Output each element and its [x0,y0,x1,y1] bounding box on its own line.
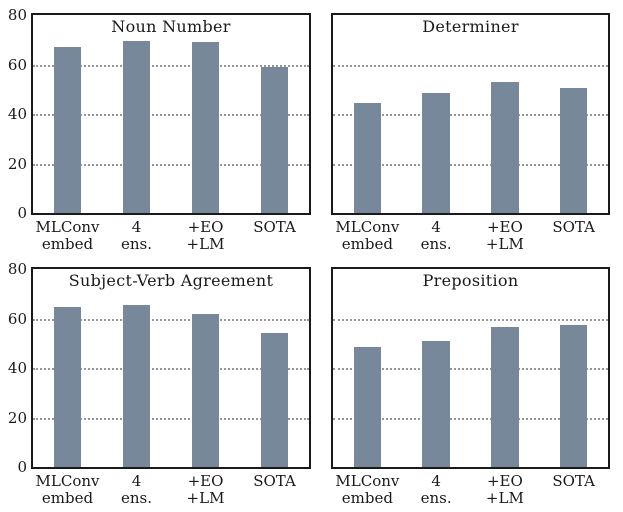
x-tick-label-sota: SOTA [253,218,296,236]
x-tick-label-mlconv-embed: MLConv embed [335,472,400,507]
bar-sota [559,88,588,213]
gridlines-layer [333,269,608,467]
x-tick-label-mlconv-embed: MLConv embed [335,218,400,253]
bars-layer [33,15,309,213]
bar-mlconv-embed [353,346,382,467]
x-tick-label-mlconv-embed: MLConv embed [35,218,100,253]
gridline-60 [33,318,309,321]
bar-sota [260,333,289,467]
y-tick-label-40: 40 [7,105,27,123]
x-axis-tick-labels: MLConv embed 4 ens. +EO +LM SOTA [333,473,608,507]
x-tick-label-eo-lm: +EO +LM [186,218,225,253]
plot-title: Determiner [422,17,519,36]
gridline-60 [333,318,608,321]
bar-mlconv-embed [353,102,382,213]
bar-4-ens [422,92,450,213]
bar-mlconv-embed [53,307,82,467]
gridline-60 [33,64,309,67]
bar-4-ens [122,304,151,467]
x-tick-label-sota: SOTA [253,472,296,490]
gridline-40 [33,114,309,116]
x-tick-label-mlconv-embed: MLConv embed [35,472,100,507]
gridline-40 [33,368,309,370]
plot-title: Preposition [422,271,519,290]
gridlines-layer [333,15,608,213]
x-tick-label-eo-lm: +EO +LM [485,218,524,253]
x-tick-label-4-ens: 4 ens. [420,472,452,507]
gridline-20 [333,417,608,420]
y-tick-label-20: 20 [7,408,27,427]
plot-title: Noun Number [111,17,231,36]
x-tick-label-4-ens: 4 ens. [120,472,152,507]
y-tick-label-0: 0 [17,204,27,222]
x-tick-label-sota: SOTA [552,218,595,236]
bar-eo-lm [491,327,519,467]
gridlines-layer [33,269,309,467]
x-tick-label-4-ens: 4 ens. [420,218,452,253]
bar-eo-lm [191,42,220,213]
bars-layer [333,15,608,213]
x-axis-tick-labels: MLConv embed 4 ens. +EO +LM SOTA [333,219,608,253]
bar-sota [559,324,588,467]
bar-mlconv-embed [53,47,82,213]
gridline-20 [33,417,309,420]
x-tick-label-eo-lm: +EO +LM [485,472,524,507]
bars-layer [33,269,309,467]
subplot-preposition: Preposition MLConv embed 4 ens. +EO +LM SOTA [331,267,610,507]
gridline-20 [333,163,608,166]
y-tick-label-40: 40 [7,359,27,377]
bar-eo-lm [191,313,220,467]
bar-4-ens [122,41,151,213]
bar-eo-lm [491,81,519,213]
x-axis-tick-labels: MLConv embed 4 ens. +EO +LM SOTA [33,473,309,507]
subplot-subject-verb-agreement: Subject-Verb Agreement 0 20 40 60 80 MLConv e… [8,260,311,507]
y-tick-label-60: 60 [7,55,27,74]
y-tick-label-80: 80 [7,260,27,278]
subplot-noun-number: Noun Number 0 20 40 60 80 MLConv embed 4 ens. +E… [8,6,311,253]
gridline-60 [333,64,608,67]
gridline-20 [33,163,309,166]
bars-layer [333,269,608,467]
gridline-40 [333,368,608,370]
gridlines-layer [33,15,309,213]
y-tick-label-80: 80 [7,6,27,24]
x-tick-label-eo-lm: +EO +LM [186,472,225,507]
gridline-40 [333,114,608,116]
plot-title: Subject-Verb Agreement [68,271,274,290]
bar-sota [260,66,289,213]
y-tick-label-60: 60 [7,309,27,328]
x-tick-label-4-ens: 4 ens. [120,218,152,253]
x-tick-label-sota: SOTA [552,472,595,490]
subplot-determiner: Determiner MLConv embed 4 ens. +EO +LM SOTA [331,13,610,253]
y-tick-label-20: 20 [7,154,27,173]
x-axis-tick-labels: MLConv embed 4 ens. +EO +LM SOTA [33,219,309,253]
y-tick-label-0: 0 [17,458,27,476]
bar-4-ens [422,340,450,467]
